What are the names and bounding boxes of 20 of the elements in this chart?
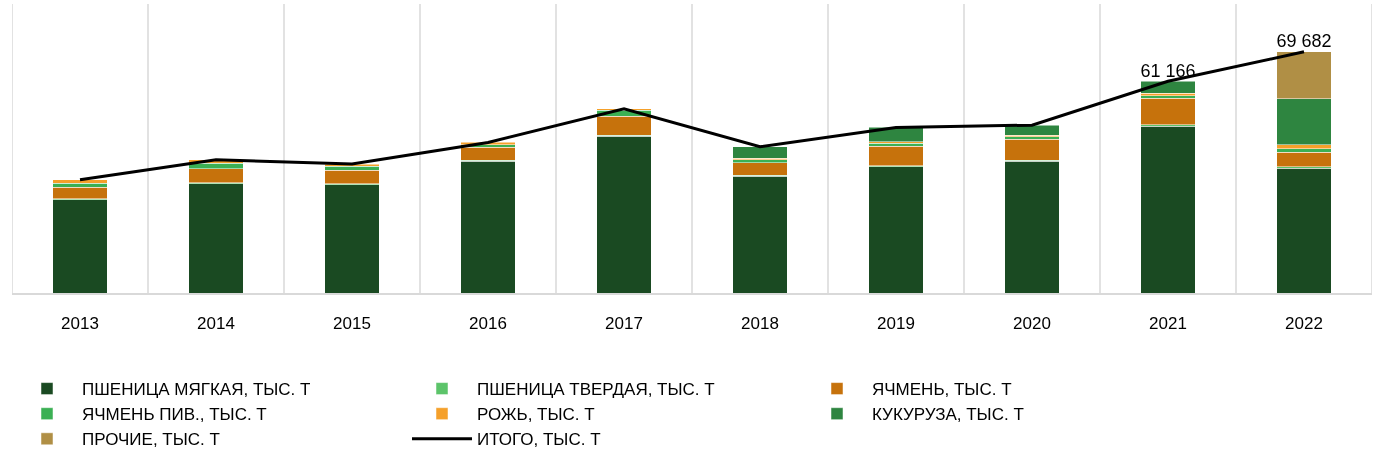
x-tick-label: 2014: [197, 314, 235, 334]
x-tick-label: 2021: [1149, 314, 1187, 334]
x-tick-label: 2019: [877, 314, 915, 334]
legend-label: ПШЕНИЦА МЯГКАЯ, ТЫС. Т: [82, 380, 311, 400]
x-tick-label: 2016: [469, 314, 507, 334]
legend-label: РОЖЬ, ТЫС. Т: [477, 405, 595, 425]
x-tick-label: 2017: [605, 314, 643, 334]
x-tick-label: 2018: [741, 314, 779, 334]
data-label: 61 166: [1140, 60, 1196, 81]
x-tick-label: 2013: [61, 314, 99, 334]
legend-label: ИТОГО, ТЫС. Т: [477, 430, 601, 450]
legend-label: ЯЧМЕНЬ, ТЫС. Т: [872, 380, 1012, 400]
data-label: 69 682: [1276, 31, 1332, 52]
x-tick-label: 2020: [1013, 314, 1051, 334]
legend-label: ПШЕНИЦА ТВЕРДАЯ, ТЫС. Т: [477, 380, 715, 400]
x-tick-label: 2022: [1285, 314, 1323, 334]
legend-label: КУКУРУЗА, ТЫС. Т: [872, 405, 1024, 425]
legend-label: ЯЧМЕНЬ ПИВ., ТЫС. Т: [82, 405, 267, 425]
legend-label: ПРОЧИЕ, ТЫС. Т: [82, 430, 220, 450]
x-tick-label: 2015: [333, 314, 371, 334]
